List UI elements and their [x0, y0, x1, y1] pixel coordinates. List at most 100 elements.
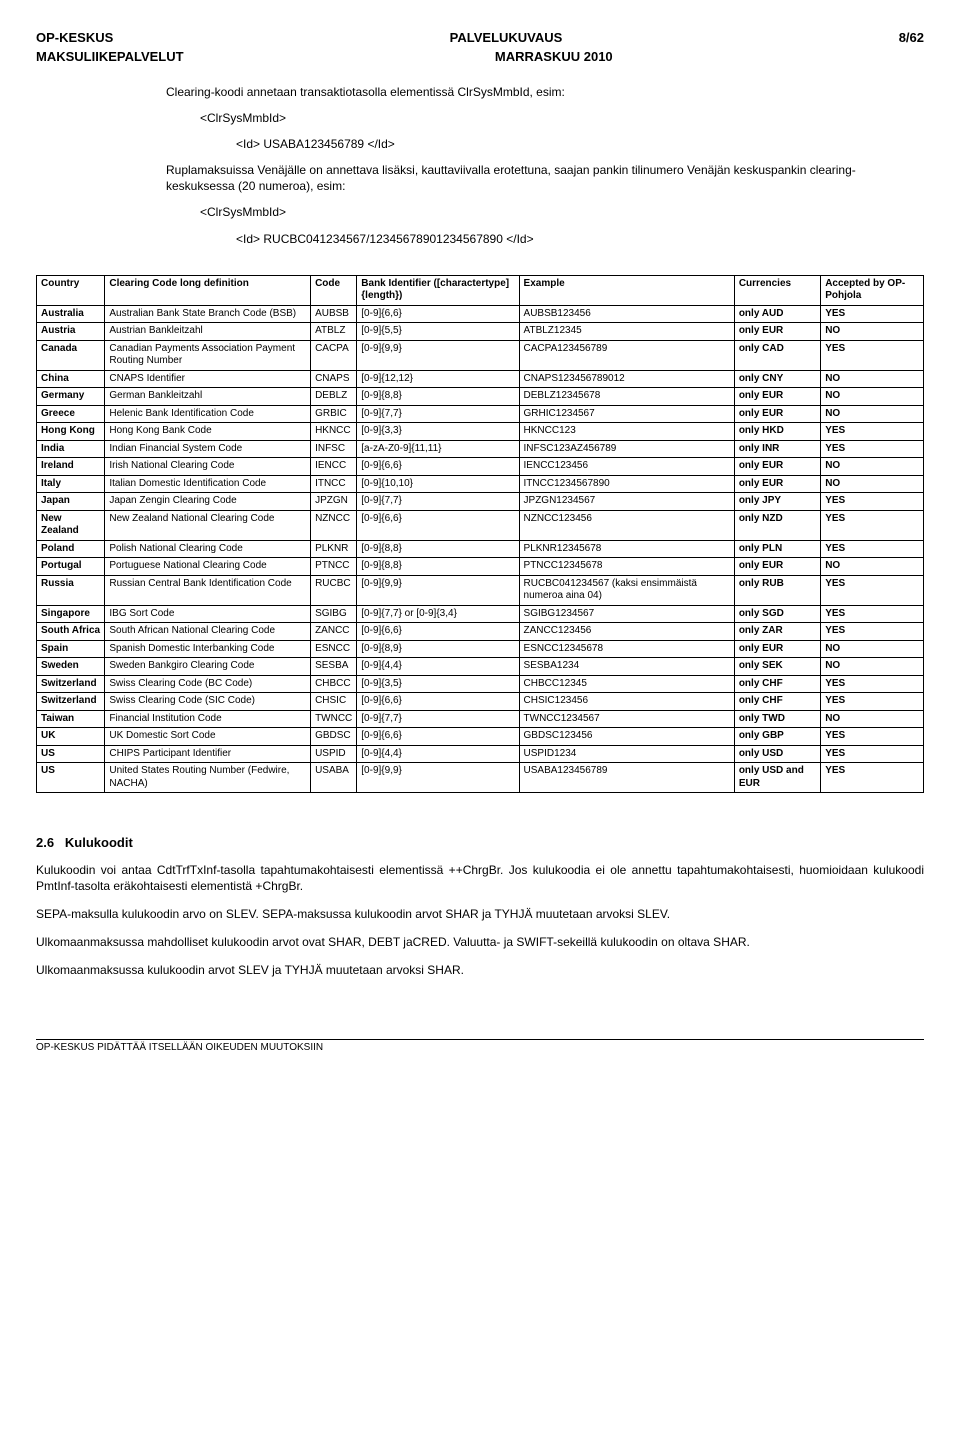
table-cell: NO	[821, 458, 924, 476]
table-row: SwitzerlandSwiss Clearing Code (BC Code)…	[37, 675, 924, 693]
table-cell: Austria	[37, 323, 105, 341]
table-row: SwitzerlandSwiss Clearing Code (SIC Code…	[37, 693, 924, 711]
table-cell: ITNCC	[311, 475, 357, 493]
table-cell: only EUR	[734, 405, 820, 423]
table-cell: GBDSC123456	[519, 728, 734, 746]
table-cell: only INR	[734, 440, 820, 458]
table-row: TaiwanFinancial Institution CodeTWNCC[0-…	[37, 710, 924, 728]
table-cell: INFSC123AZ456789	[519, 440, 734, 458]
table-cell: Germany	[37, 388, 105, 406]
table-cell: only GBP	[734, 728, 820, 746]
subheader-center: MARRASKUU 2010	[495, 49, 613, 65]
table-cell: YES	[821, 623, 924, 641]
table-cell: YES	[821, 745, 924, 763]
table-cell: NO	[821, 710, 924, 728]
table-cell: YES	[821, 728, 924, 746]
table-cell: Indian Financial System Code	[105, 440, 311, 458]
table-cell: CHBCC12345	[519, 675, 734, 693]
clearing-codes-table: Country Clearing Code long definition Co…	[36, 275, 924, 794]
page-footer: OP-KESKUS PIDÄTTÄÄ ITSELLÄÄN OIKEUDEN MU…	[36, 1039, 924, 1055]
table-cell: USABA123456789	[519, 763, 734, 793]
table-cell: only EUR	[734, 475, 820, 493]
table-cell: Sweden	[37, 658, 105, 676]
table-cell: DEBLZ	[311, 388, 357, 406]
table-cell: [0-9]{6,6}	[357, 728, 519, 746]
table-cell: [0-9]{4,4}	[357, 745, 519, 763]
th-country: Country	[37, 275, 105, 305]
table-row: AustriaAustrian BankleitzahlATBLZ[0-9]{5…	[37, 323, 924, 341]
table-row: USCHIPS Participant IdentifierUSPID[0-9]…	[37, 745, 924, 763]
table-cell: CNAPS Identifier	[105, 370, 311, 388]
table-cell: only AUD	[734, 305, 820, 323]
table-row: CanadaCanadian Payments Association Paym…	[37, 340, 924, 370]
table-cell: [0-9]{12,12}	[357, 370, 519, 388]
table-cell: only TWD	[734, 710, 820, 728]
table-cell: NO	[821, 475, 924, 493]
table-cell: India	[37, 440, 105, 458]
table-cell: UK	[37, 728, 105, 746]
table-cell: [0-9]{7,7} or [0-9]{3,4}	[357, 605, 519, 623]
table-cell: SESBA1234	[519, 658, 734, 676]
table-cell: only USD	[734, 745, 820, 763]
table-row: RussiaRussian Central Bank Identificatio…	[37, 575, 924, 605]
table-cell: YES	[821, 305, 924, 323]
table-cell: Austrian Bankleitzahl	[105, 323, 311, 341]
table-cell: IENCC	[311, 458, 357, 476]
table-cell: [0-9]{5,5}	[357, 323, 519, 341]
table-cell: Portugal	[37, 558, 105, 576]
table-cell: United States Routing Number (Fedwire, N…	[105, 763, 311, 793]
intro-line2: <ClrSysMmbId>	[200, 110, 914, 126]
section-title: Kulukoodit	[65, 835, 133, 850]
table-cell: UK Domestic Sort Code	[105, 728, 311, 746]
table-cell: YES	[821, 693, 924, 711]
table-cell: only CAD	[734, 340, 820, 370]
table-cell: only EUR	[734, 323, 820, 341]
table-cell: PLKNR12345678	[519, 540, 734, 558]
table-cell: YES	[821, 540, 924, 558]
table-cell: NO	[821, 558, 924, 576]
table-cell: Sweden Bankgiro Clearing Code	[105, 658, 311, 676]
table-cell: ESNCC	[311, 640, 357, 658]
table-row: SpainSpanish Domestic Interbanking CodeE…	[37, 640, 924, 658]
table-cell: YES	[821, 423, 924, 441]
th-currencies: Currencies	[734, 275, 820, 305]
table-cell: CACPA123456789	[519, 340, 734, 370]
table-cell: SGIBG	[311, 605, 357, 623]
section-p1: Kulukoodin voi antaa CdtTrfTxInf-tasolla…	[36, 862, 924, 894]
table-cell: only CNY	[734, 370, 820, 388]
section-p4: Ulkomaanmaksussa kulukoodin arvot SLEV j…	[36, 962, 924, 978]
section-p2: SEPA-maksulla kulukoodin arvo on SLEV. S…	[36, 906, 924, 922]
table-cell: NO	[821, 405, 924, 423]
table-cell: Financial Institution Code	[105, 710, 311, 728]
table-cell: ZANCC123456	[519, 623, 734, 641]
table-cell: Russia	[37, 575, 105, 605]
table-cell: Italy	[37, 475, 105, 493]
th-example: Example	[519, 275, 734, 305]
th-code: Code	[311, 275, 357, 305]
table-cell: Portuguese National Clearing Code	[105, 558, 311, 576]
page-header: OP-KESKUS PALVELUKUVAUS 8/62	[36, 30, 924, 46]
table-cell: NO	[821, 370, 924, 388]
table-cell: PTNCC12345678	[519, 558, 734, 576]
table-cell: NO	[821, 388, 924, 406]
table-row: New ZealandNew Zealand National Clearing…	[37, 510, 924, 540]
table-cell: NO	[821, 323, 924, 341]
table-cell: Taiwan	[37, 710, 105, 728]
table-cell: [0-9]{6,6}	[357, 510, 519, 540]
table-cell: [0-9]{8,8}	[357, 558, 519, 576]
table-cell: Japan	[37, 493, 105, 511]
table-cell: only EUR	[734, 640, 820, 658]
table-cell: New Zealand National Clearing Code	[105, 510, 311, 540]
table-row: UKUK Domestic Sort CodeGBDSC[0-9]{6,6}GB…	[37, 728, 924, 746]
table-cell: Switzerland	[37, 675, 105, 693]
header-left: OP-KESKUS	[36, 30, 113, 46]
intro-line4: Ruplamaksuissa Venäjälle on annettava li…	[166, 162, 914, 194]
table-cell: HKNCC	[311, 423, 357, 441]
table-cell: [0-9]{3,5}	[357, 675, 519, 693]
table-row: JapanJapan Zengin Clearing CodeJPZGN[0-9…	[37, 493, 924, 511]
table-cell: ATBLZ12345	[519, 323, 734, 341]
table-cell: only SEK	[734, 658, 820, 676]
table-row: PortugalPortuguese National Clearing Cod…	[37, 558, 924, 576]
section-number: 2.6	[36, 835, 54, 850]
table-cell: PLKNR	[311, 540, 357, 558]
